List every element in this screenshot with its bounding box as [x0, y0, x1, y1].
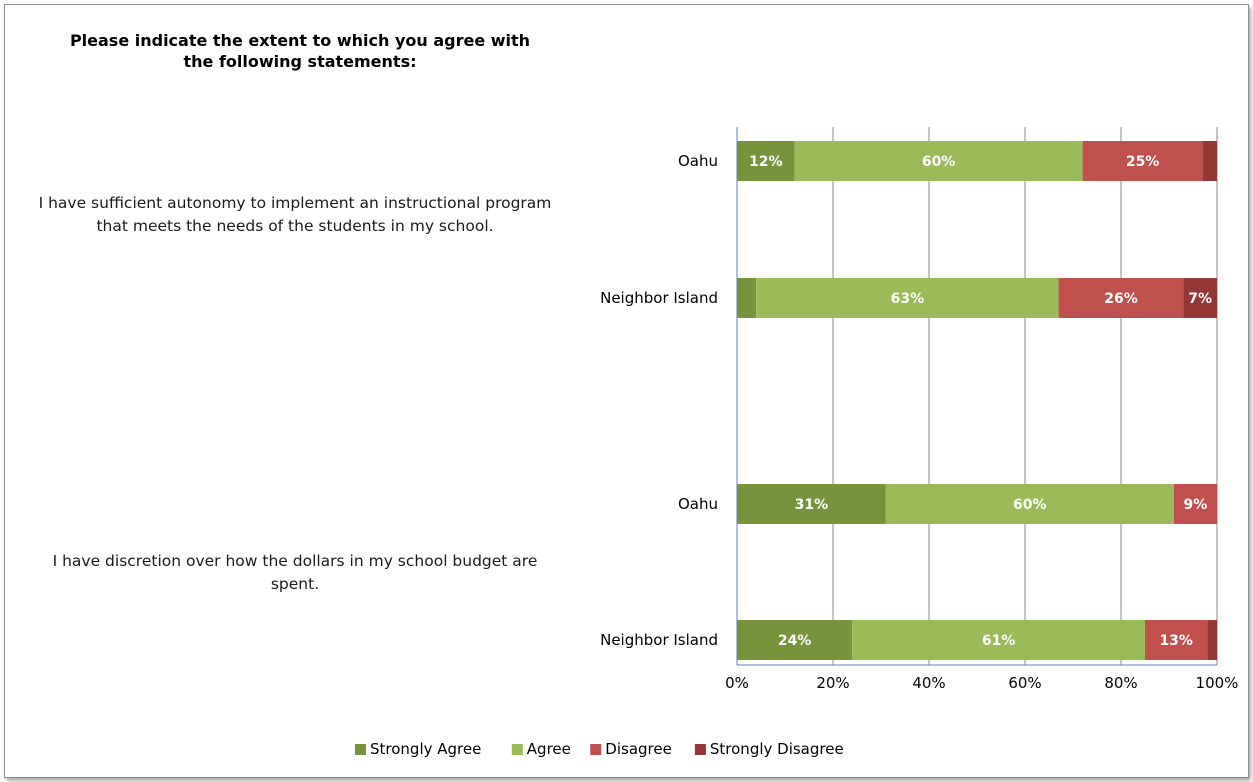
bar-segment: [852, 620, 1145, 660]
data-label: 7%: [1188, 291, 1212, 307]
legend-swatch: [694, 744, 706, 755]
legend-entry: Strongly Agree: [370, 740, 481, 758]
bar-segment: [794, 141, 1083, 181]
x-tick-label: 80%: [1104, 674, 1137, 692]
bar-segment: [1058, 278, 1184, 318]
bar-segment: [885, 484, 1174, 524]
data-label: 26%: [1104, 291, 1138, 307]
category-label: Oahu: [678, 495, 718, 513]
x-tick-label: 100%: [1196, 674, 1239, 692]
bar-segment: [737, 278, 757, 318]
legend-entry: Disagree: [605, 740, 672, 758]
legend-swatch: [511, 744, 523, 755]
data-label: 60%: [1013, 497, 1047, 513]
legend-swatch: [590, 744, 602, 755]
bar-segment: [1183, 278, 1217, 318]
bar-segment: [1207, 620, 1217, 660]
bar-segment: [737, 141, 795, 181]
bar-segment: [737, 484, 886, 524]
data-label: 60%: [922, 154, 956, 170]
category-label: Neighbor Island: [600, 631, 718, 649]
statement-1: I have sufficient autonomy to implement …: [38, 194, 552, 235]
category-label: Neighbor Island: [600, 289, 718, 307]
legend-entry: Strongly Disagree: [710, 740, 844, 758]
legend-swatch: [355, 744, 366, 755]
data-label: 25%: [1126, 154, 1160, 170]
bar-segment: [1082, 141, 1203, 181]
bar-segment: [1145, 620, 1208, 660]
chart-title: Please indicate the extent to which you …: [69, 31, 531, 71]
x-tick-label: 0%: [725, 674, 749, 692]
data-label: 9%: [1184, 497, 1208, 513]
x-tick-label: 40%: [912, 674, 945, 692]
data-label: 13%: [1159, 633, 1193, 649]
category-label: Oahu: [678, 152, 718, 170]
bar-segment: [1173, 484, 1217, 524]
data-label: 24%: [778, 633, 812, 649]
bar-segment: [737, 620, 853, 660]
legend-entry: Agree: [527, 740, 571, 758]
data-label: 31%: [795, 497, 829, 513]
x-tick-label: 60%: [1008, 674, 1041, 692]
data-label: 63%: [891, 291, 925, 307]
statement-2: I have discretion over how the dollars i…: [52, 552, 538, 593]
bar-segment: [756, 278, 1059, 318]
data-label: 61%: [982, 633, 1016, 649]
x-tick-label: 20%: [816, 674, 849, 692]
data-label: 12%: [749, 154, 783, 170]
bar-segment: [1202, 141, 1217, 181]
